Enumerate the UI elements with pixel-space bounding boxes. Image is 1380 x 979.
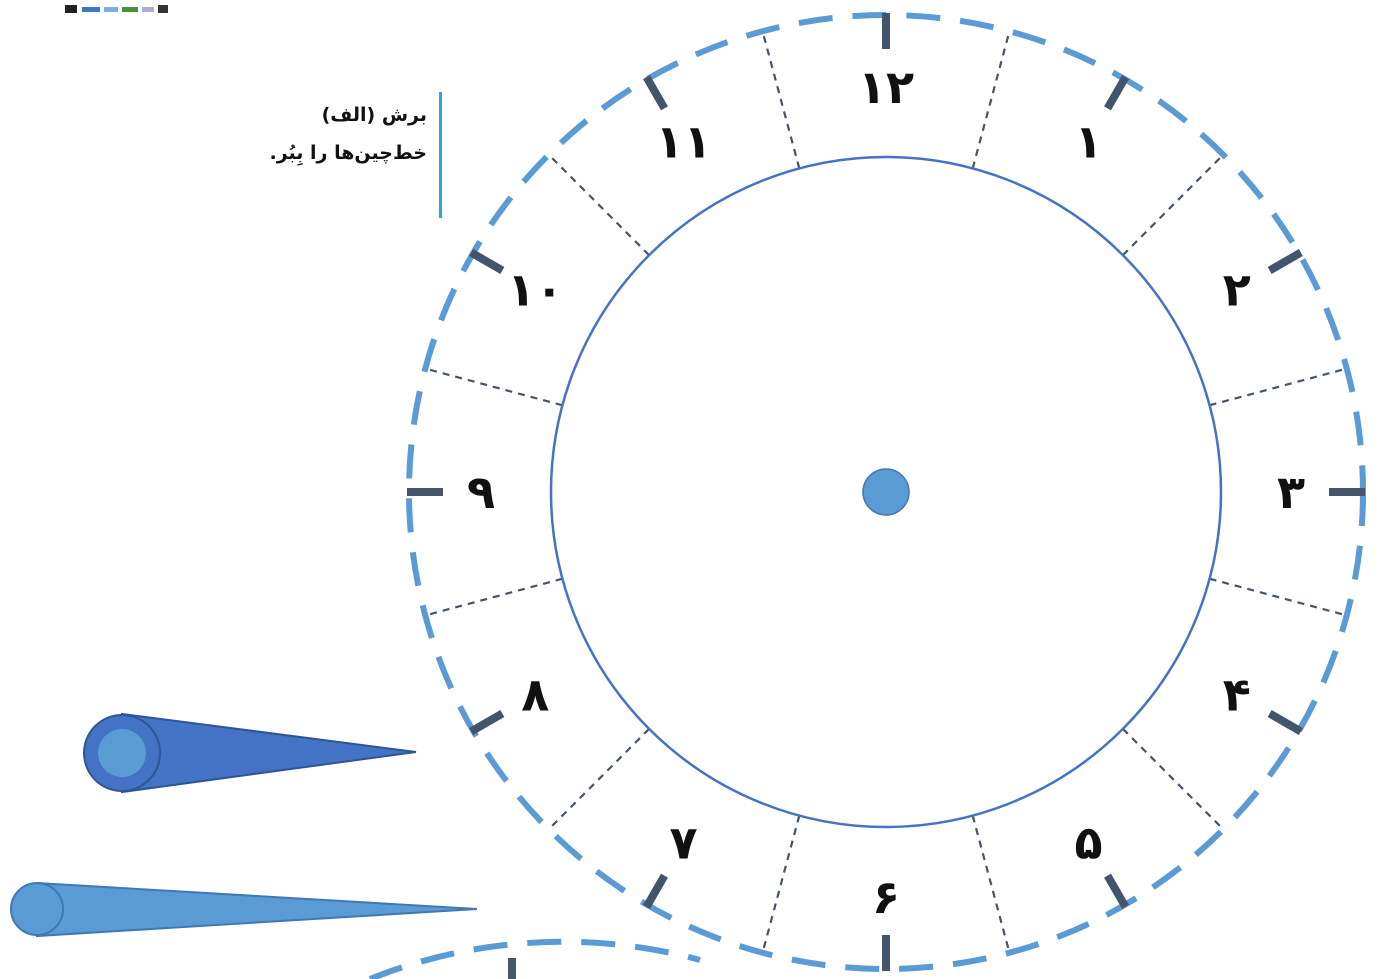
minute-hand	[36, 881, 478, 938]
hour-number: ۷	[669, 816, 697, 870]
hour-tick	[643, 75, 668, 111]
second-ring-arc	[368, 938, 701, 979]
logo-fragment	[40, 0, 230, 13]
hour-number: ۶	[872, 870, 900, 924]
second-clock-ring-partial	[368, 938, 701, 979]
hour-hand	[121, 712, 417, 794]
instruction-title: برش (الف)	[321, 104, 427, 126]
hour-tick	[1267, 710, 1303, 735]
hour-number: ۱۱	[655, 114, 711, 168]
segment-divider	[424, 577, 563, 617]
segment-divider	[1122, 728, 1225, 831]
segment-divider	[761, 815, 801, 954]
hour-number: ۵	[1074, 816, 1102, 870]
cutout-hands	[10, 712, 478, 938]
hour-tick	[469, 710, 505, 735]
instruction-text: خط‌چین‌ها را بِبُر.	[269, 142, 427, 164]
segment-divider	[424, 367, 563, 407]
hour-number: ۱	[1074, 114, 1102, 168]
hour-tick	[643, 873, 668, 909]
hour-number: ۹	[467, 465, 495, 519]
hour-number: ۱۰	[507, 263, 563, 317]
hour-number: ۸	[521, 668, 549, 722]
segment-divider	[1209, 577, 1348, 617]
hour-number: ۲	[1223, 263, 1251, 317]
hour-tick	[1104, 75, 1129, 111]
hour-number: ۱۲	[858, 60, 914, 114]
instruction-box: برش (الف) خط‌چین‌ها را بِبُر.	[202, 92, 442, 218]
minute-hand-base	[10, 882, 64, 936]
segment-divider	[761, 30, 801, 169]
hour-number: ۳	[1277, 465, 1305, 519]
hour-number: ۴	[1223, 668, 1251, 722]
hour-hand-pivot	[98, 729, 146, 777]
hour-tick	[1267, 249, 1303, 274]
segment-divider	[1122, 153, 1225, 256]
segment-divider	[547, 728, 650, 831]
hour-tick	[1104, 873, 1129, 909]
segment-divider	[971, 30, 1011, 169]
center-dot	[862, 468, 910, 516]
segment-divider	[1209, 367, 1348, 407]
hour-tick	[469, 249, 505, 274]
segment-divider	[971, 815, 1011, 954]
segment-divider	[547, 153, 650, 256]
